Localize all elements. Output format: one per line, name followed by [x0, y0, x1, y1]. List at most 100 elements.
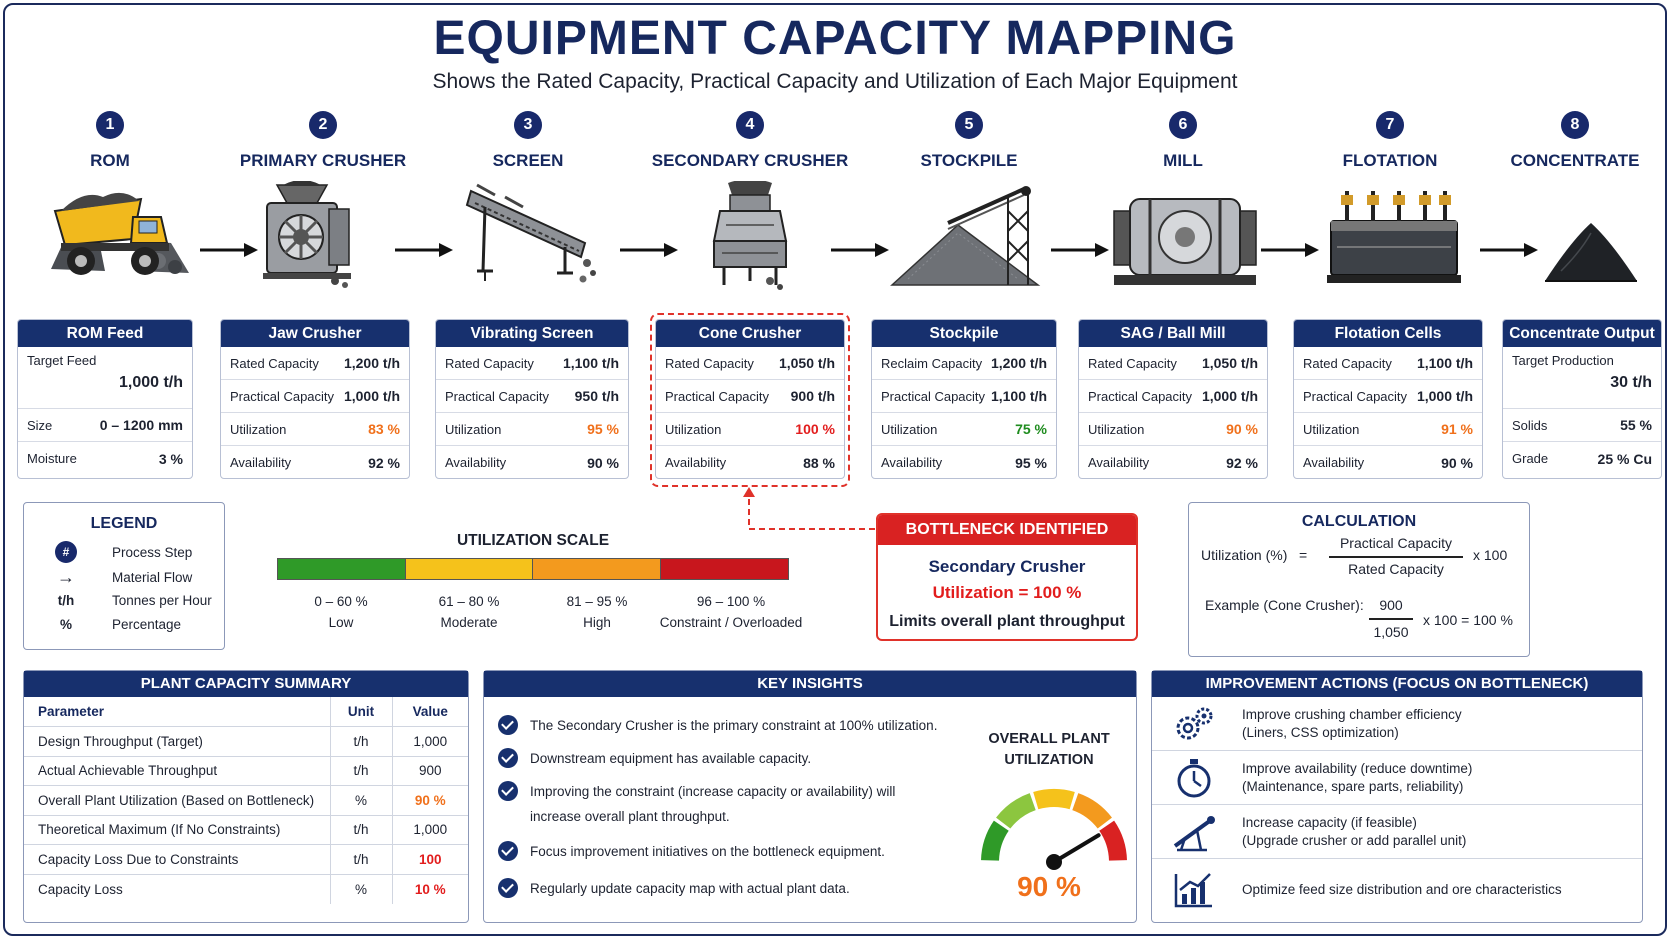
formula-numerator: Practical Capacity — [1339, 535, 1453, 551]
cone-crusher-icon — [712, 181, 788, 290]
legend-item: t/h Tonnes per Hour — [44, 593, 212, 608]
stockpile-conveyor-icon — [890, 186, 1041, 286]
card-row: Rated Capacity 1,100 t/h — [1294, 347, 1482, 380]
row-label: Availability — [881, 455, 943, 470]
step-flotation: 7 FLOTATION — [1315, 111, 1465, 171]
check-icon — [498, 715, 518, 735]
table-row: Capacity Loss Due to Constraints t/h 100 — [24, 844, 468, 875]
card-row: Solids 55 % — [1503, 409, 1661, 442]
card-rom-feed: ROM Feed Target Feed 1,000 t/h Size 0 – … — [17, 319, 193, 479]
card-row: Practical Capacity 1,000 t/h — [1079, 380, 1267, 413]
utilization-scale-title: UTILIZATION SCALE — [456, 532, 610, 549]
vibrating-screen-icon — [465, 183, 596, 283]
action-item: Improve crushing chamber efficiency (Line… — [1152, 697, 1642, 751]
utilization-gauge — [981, 789, 1127, 870]
row-label: Target Feed — [27, 353, 97, 368]
row-label: Rated Capacity — [445, 355, 534, 371]
check-icon — [498, 748, 518, 768]
haul-truck-icon — [51, 192, 189, 275]
scale-label: 81 – 95 % High — [566, 594, 628, 630]
step-number: 3 — [514, 111, 542, 139]
card-row: Grade 25 % Cu — [1503, 442, 1661, 475]
table-row: Actual Achievable Throughput t/h 900 — [24, 756, 468, 786]
card-stockpile: Stockpile Reclaim Capacity 1,200 t/h Prac… — [871, 319, 1057, 479]
row-value: 3 % — [158, 450, 183, 467]
check-icon — [498, 781, 518, 801]
row-value: 1,200 t/h — [990, 355, 1047, 371]
card-row: Availability 88 % — [656, 446, 844, 478]
row-label: Availability — [1303, 455, 1365, 470]
scale-segment-constraint — [660, 559, 788, 579]
gauge-title: OVERALL PLANT UTILIZATION — [988, 731, 1110, 768]
card-title: Cone Crusher — [656, 320, 844, 347]
legend-symbol: t/h — [57, 593, 75, 608]
card-title: Flotation Cells — [1294, 320, 1482, 347]
row-label: Grade — [1512, 451, 1549, 466]
card-row: Practical Capacity 1,100 t/h — [872, 380, 1056, 413]
legend-title: LEGEND — [90, 515, 158, 532]
row-label: Rated Capacity — [665, 355, 754, 371]
gauge-segment — [1071, 793, 1112, 829]
table-row: Design Throughput (Target) t/h 1,000 — [24, 726, 468, 757]
gauge-hub — [1046, 854, 1062, 870]
row-label: Utilization — [881, 421, 938, 437]
action-item: Increase capacity (if feasible) (Upgrade … — [1152, 805, 1642, 859]
table-header-row: Parameter Unit Value — [24, 697, 468, 727]
scale-segment-high — [533, 559, 661, 579]
row-label: Size — [27, 417, 53, 433]
gauge-segment — [981, 820, 1009, 862]
step-name: STOCKPILE — [920, 151, 1018, 170]
check-icon — [498, 878, 518, 898]
bottleneck-note: Limits overall plant throughput — [889, 613, 1125, 630]
card-row: Utilization 100 % — [656, 413, 844, 446]
key-insights-panel: KEY INSIGHTS The Secondary Crusher is th… — [483, 670, 1137, 923]
row-label: Rated Capacity — [1088, 355, 1177, 371]
row-label: Solids — [1512, 417, 1548, 433]
card-row: Size 0 – 1200 mm — [18, 409, 192, 442]
row-value: 92 % — [1226, 454, 1258, 471]
row-value: 90 % — [587, 454, 619, 471]
bottleneck-highlight — [650, 313, 850, 487]
bottleneck-equipment: Secondary Crusher — [928, 557, 1086, 576]
row-label: Availability — [1088, 455, 1150, 470]
row-value: 90 % — [1441, 454, 1473, 471]
plant-capacity-summary: PLANT CAPACITY SUMMARY Parameter Unit Va… — [23, 670, 469, 923]
row-value: 1,100 t/h — [1416, 355, 1473, 371]
row-label: Utilization — [445, 421, 502, 437]
card-row: Practical Capacity 1,000 t/h — [221, 380, 409, 413]
utilization-scale-bar — [277, 558, 789, 580]
card-row: Practical Capacity 950 t/h — [436, 380, 628, 413]
row-value: 30 t/h — [1610, 374, 1652, 391]
row-label: Moisture — [27, 451, 77, 466]
action-item: Improve availability (reduce downtime) (M… — [1152, 751, 1642, 805]
row-value: 1,050 t/h — [1201, 355, 1258, 371]
formula-label: Utilization (%) — [1201, 547, 1288, 563]
card-row: Reclaim Capacity 1,200 t/h — [872, 347, 1056, 380]
row-label: Practical Capacity — [1303, 388, 1408, 404]
row-value: 55 % — [1620, 417, 1652, 433]
column-header: Unit — [329, 697, 392, 727]
flow-arrow-icon — [200, 243, 258, 257]
calculation-title: CALCULATION — [1301, 513, 1417, 530]
row-label: Rated Capacity — [1303, 355, 1392, 371]
row-value: 1,000 t/h — [343, 388, 400, 404]
row-label: Utilization — [665, 421, 722, 437]
bottleneck-title: BOTTLENECK IDENTIFIED — [878, 515, 1136, 545]
row-label: Utilization — [1303, 421, 1360, 437]
card-row: Rated Capacity 1,050 t/h — [1079, 347, 1267, 380]
card-row: Availability 95 % — [872, 446, 1056, 478]
scale-label: 61 – 80 % Moderate — [438, 594, 500, 630]
row-value: 1,000 t/h — [1416, 388, 1473, 404]
formula-multiplier: x 100 — [1473, 547, 1508, 563]
flow-arrow-icon — [395, 243, 453, 257]
flow-arrow-icon — [1261, 243, 1319, 257]
action-item: Optimize feed size distribution and ore … — [1152, 859, 1642, 921]
row-label: Utilization — [1088, 421, 1145, 437]
ball-mill-icon — [1113, 198, 1257, 285]
card-title: Jaw Crusher — [221, 320, 409, 347]
gauge-segment — [996, 793, 1037, 829]
step-name: CONCENTRATE — [1510, 151, 1640, 170]
utilization-value: 83 % — [368, 421, 400, 437]
step-number: 1 — [96, 111, 124, 139]
card-cone-crusher: Cone Crusher Rated Capacity 1,050 t/h Pra… — [655, 319, 845, 479]
